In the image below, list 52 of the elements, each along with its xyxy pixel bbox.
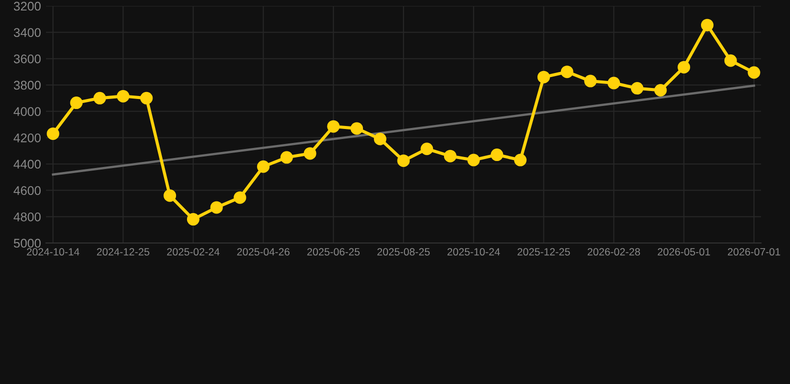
x-tick-label: 2024-12-25 bbox=[96, 248, 150, 256]
y-tick-label: 3800 bbox=[14, 80, 41, 90]
x-tick-label: 2026-05-01 bbox=[658, 248, 710, 256]
point bbox=[327, 120, 340, 133]
point bbox=[164, 189, 176, 202]
point bbox=[210, 201, 223, 214]
point bbox=[537, 70, 550, 84]
point bbox=[444, 150, 456, 162]
point bbox=[514, 154, 527, 166]
x-tick-label: 2025-06-25 bbox=[307, 248, 360, 256]
x-tick-label: 2025-12-25 bbox=[518, 248, 570, 256]
point bbox=[46, 127, 60, 140]
x-tick-label: 2026-02-28 bbox=[588, 248, 640, 256]
point bbox=[374, 132, 386, 146]
point bbox=[116, 90, 130, 102]
point bbox=[584, 74, 597, 88]
point bbox=[257, 160, 270, 173]
point bbox=[678, 60, 690, 74]
x-tick-label: 2025-04-26 bbox=[237, 248, 290, 256]
point bbox=[654, 84, 667, 97]
point bbox=[467, 154, 480, 166]
point bbox=[608, 76, 620, 90]
point bbox=[560, 66, 574, 78]
point bbox=[280, 151, 293, 164]
point bbox=[70, 96, 83, 110]
x-tick-label: 2025-08-25 bbox=[377, 248, 430, 256]
x-tick-label: 2025-02-24 bbox=[167, 248, 220, 256]
point bbox=[397, 154, 410, 167]
point bbox=[420, 142, 434, 156]
point bbox=[490, 148, 504, 162]
y-tick-label: 3600 bbox=[14, 54, 41, 64]
y-tick-label: 3200 bbox=[14, 2, 41, 11]
point bbox=[350, 122, 364, 135]
y-tick-label: 4600 bbox=[14, 186, 41, 195]
point bbox=[93, 92, 106, 104]
y-tick-label: 4000 bbox=[14, 107, 41, 116]
point bbox=[140, 92, 153, 104]
point bbox=[701, 18, 714, 32]
point bbox=[234, 191, 246, 204]
x-tick-label: 2026-07-01 bbox=[728, 248, 780, 256]
y-tick-label: 4400 bbox=[14, 160, 41, 169]
point bbox=[186, 213, 200, 226]
y-tick-label: 4200 bbox=[14, 133, 41, 142]
point bbox=[630, 82, 644, 95]
x-tick-label: 2025-10-24 bbox=[447, 248, 500, 256]
point bbox=[304, 147, 316, 160]
y-tick-label: 4800 bbox=[14, 212, 41, 222]
y-tick-label: 5000 bbox=[14, 238, 41, 248]
point bbox=[724, 54, 737, 67]
x-tick-label: 2024-10-14 bbox=[26, 248, 80, 256]
y-tick-label: 3400 bbox=[14, 28, 41, 37]
point bbox=[748, 66, 760, 79]
